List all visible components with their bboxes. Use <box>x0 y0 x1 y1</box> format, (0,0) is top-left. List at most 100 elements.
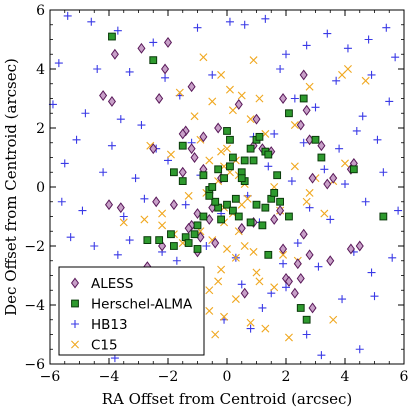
y-tick-label: −2 <box>24 239 45 255</box>
hb13-point <box>388 253 397 262</box>
herschel-alma-point <box>379 212 388 221</box>
herschel-alma-point <box>214 165 223 174</box>
c15-point <box>217 70 226 79</box>
c15-point <box>305 188 314 197</box>
aless-point <box>137 42 146 54</box>
herschel-alma-point <box>223 127 231 135</box>
herschel-alma-point <box>296 304 305 312</box>
aless-point <box>152 196 161 208</box>
aless-point <box>211 237 220 249</box>
herschel-alma-point <box>193 245 202 253</box>
legend-label-herschel-alma: Herschel-ALMA <box>91 297 193 313</box>
herschel-alma-point <box>178 141 187 150</box>
data-marks <box>48 11 403 363</box>
c15-point <box>237 91 246 100</box>
aless-point <box>290 287 299 299</box>
c15-point <box>290 162 299 171</box>
hb13-point <box>385 97 394 106</box>
hb13-point <box>343 44 352 53</box>
c15-point <box>240 242 249 250</box>
aless-point <box>302 104 311 116</box>
aless-point <box>279 243 288 255</box>
c15-point <box>220 312 229 321</box>
aless-point <box>240 287 249 299</box>
aless-point <box>279 93 288 104</box>
aless-point <box>104 199 114 211</box>
herschel-alma-point <box>208 183 217 191</box>
hb13-point <box>276 65 285 73</box>
hb13-point <box>113 250 122 259</box>
hb13-point <box>81 109 90 118</box>
aless-point <box>299 228 308 240</box>
c15-point <box>302 197 311 206</box>
legend-marker-c15 <box>71 340 79 349</box>
hb13-point <box>225 17 234 26</box>
hb13-point <box>66 233 75 242</box>
aless-point <box>187 81 196 93</box>
aless-point <box>252 113 261 125</box>
hb13-point <box>63 11 72 20</box>
hb13-point <box>361 197 370 206</box>
herschel-alma-point <box>285 212 293 221</box>
aless-point <box>276 205 285 217</box>
x-tick-label: 4 <box>341 369 350 385</box>
herschel-alma-point <box>299 94 308 103</box>
herschel-alma-point <box>178 177 187 185</box>
herschel-alma-point <box>264 250 273 259</box>
aless-point <box>193 208 202 219</box>
hb13-point <box>282 283 290 292</box>
c15-point <box>255 94 264 103</box>
hb13-point <box>317 351 326 360</box>
y-tick-label: 6 <box>36 3 45 19</box>
herschel-alma-point <box>220 174 228 183</box>
c15-point <box>211 330 220 339</box>
hb13-point <box>320 165 329 174</box>
aless-point <box>326 255 335 267</box>
aless-point <box>284 275 293 287</box>
aless-point <box>234 98 243 110</box>
y-tick-label: 0 <box>36 180 45 196</box>
aless-point <box>308 302 317 314</box>
herschel-alma-point <box>258 221 267 230</box>
herschel-alma-point <box>349 165 358 174</box>
herschel-alma-point <box>211 197 220 206</box>
aless-point <box>293 258 302 270</box>
y-tick-label: 4 <box>36 62 45 78</box>
herschel-alma-point <box>302 315 311 324</box>
hb13-point <box>57 197 66 206</box>
legend-box <box>58 266 205 356</box>
aless-point <box>323 178 332 190</box>
c15-point <box>290 121 299 130</box>
aless-point <box>296 273 305 284</box>
c15-point <box>249 56 258 65</box>
y-tick-label: 2 <box>36 121 45 137</box>
c15-point <box>225 85 234 94</box>
aless-point <box>270 214 279 225</box>
c15-point <box>305 82 314 91</box>
c15-point <box>252 268 261 277</box>
hb13-point <box>78 206 87 215</box>
hb13-point <box>116 115 125 124</box>
hb13-point <box>332 76 341 85</box>
c15-point <box>208 97 217 106</box>
hb13-point <box>149 38 158 47</box>
herschel-alma-point <box>264 150 273 159</box>
herschel-alma-point <box>249 156 258 165</box>
hb13-point <box>364 35 373 44</box>
herschel-alma-point <box>155 236 164 244</box>
hb13-point <box>107 141 116 150</box>
hb13-point <box>287 177 296 186</box>
c15-point <box>261 324 270 333</box>
herschel-alma-point <box>229 206 237 215</box>
hb13-point <box>367 70 376 79</box>
hb13-point <box>172 256 181 265</box>
hb13-point <box>355 345 364 354</box>
herschel-alma-point <box>246 144 255 153</box>
herschel-alma-point <box>167 230 175 239</box>
hb13-point <box>302 330 311 339</box>
legend-label-aless: ALESS <box>91 276 133 292</box>
hb13-point <box>237 280 246 289</box>
aless-point <box>107 96 116 107</box>
herschel-alma-point <box>229 153 237 162</box>
c15-point <box>243 194 252 203</box>
